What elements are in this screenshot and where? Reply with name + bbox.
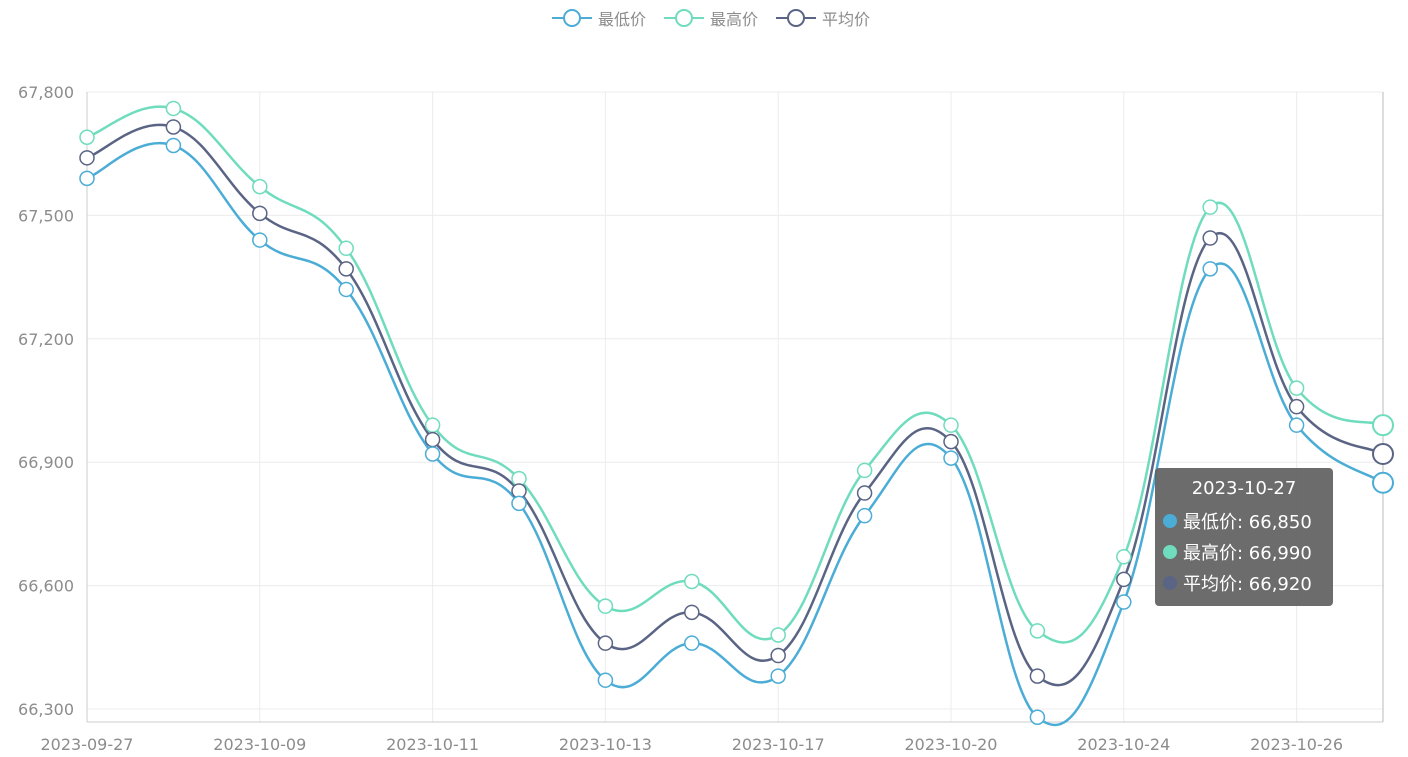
data-point	[165, 119, 182, 135]
data-point	[856, 507, 873, 524]
data-point	[1029, 623, 1046, 639]
data-point	[856, 485, 873, 501]
data-point	[1372, 442, 1394, 465]
tooltip-row-label: 最高价: 66,990	[1183, 542, 1312, 564]
data-point	[165, 137, 182, 154]
legend-low-marker-icon	[552, 9, 592, 27]
tooltip-low-dot-icon	[1163, 513, 1177, 528]
data-point	[79, 170, 95, 187]
data-point	[252, 205, 268, 222]
tooltip-row-label: 平均价: 66,920	[1183, 573, 1312, 595]
data-point	[770, 668, 786, 684]
data-point	[770, 627, 786, 643]
data-point	[165, 100, 182, 117]
chart-tooltip: 2023-10-27 最低价: 66,850 最高价: 66,990 平均价: …	[1155, 468, 1333, 606]
data-point	[1116, 549, 1132, 565]
series-line-0	[86, 142, 1384, 727]
data-point	[338, 240, 354, 257]
data-point	[424, 417, 441, 433]
data-point	[1029, 668, 1046, 684]
data-point	[424, 446, 441, 462]
tooltip-avg-dot-icon	[1163, 575, 1177, 590]
data-point	[1116, 594, 1132, 610]
tooltip-row-avg: 平均价: 66,920	[1163, 567, 1325, 598]
legend-label-low: 最低价	[598, 10, 647, 29]
data-point	[1372, 414, 1394, 437]
y-tick-label: 66,300	[18, 700, 74, 719]
data-point	[79, 150, 95, 166]
y-tick-label: 67,200	[18, 330, 74, 349]
data-point	[338, 261, 354, 277]
data-point	[684, 604, 700, 621]
data-point	[424, 431, 441, 448]
data-point	[252, 178, 268, 195]
y-tick-label: 67,800	[18, 83, 74, 102]
chart-legend: 最低价 最高价 平均价	[552, 6, 870, 30]
data-point	[684, 573, 700, 590]
tooltip-high-dot-icon	[1163, 544, 1177, 559]
legend-item-low[interactable]: 最低价	[552, 6, 646, 30]
data-point	[1202, 261, 1218, 277]
data-point	[597, 635, 614, 651]
data-point	[943, 450, 959, 466]
y-tick-label: 67,500	[18, 206, 74, 225]
data-point	[338, 281, 354, 298]
x-tick-label: 2023-10-24	[1077, 735, 1170, 754]
tooltip-title: 2023-10-27	[1191, 478, 1297, 499]
data-point	[1202, 230, 1218, 246]
legend-item-high[interactable]: 最高价	[664, 6, 758, 30]
tooltip-row-low: 最低价: 66,850	[1163, 505, 1325, 536]
data-point	[856, 462, 873, 479]
x-tick-label: 2023-10-17	[732, 735, 825, 754]
data-point	[252, 232, 268, 248]
tooltip-row-high: 最高价: 66,990	[1163, 536, 1325, 567]
legend-high-marker-icon	[664, 9, 705, 27]
legend-label-high: 最高价	[710, 10, 759, 29]
legend-item-avg[interactable]: 平均价	[776, 6, 870, 30]
data-point	[684, 635, 700, 651]
data-point	[943, 417, 959, 433]
data-point	[1288, 417, 1305, 433]
data-point	[79, 129, 95, 145]
legend-avg-marker-icon	[776, 9, 817, 27]
x-tick-label: 2023-10-09	[213, 735, 306, 754]
x-tick-label: 2023-10-20	[905, 735, 998, 754]
data-point	[943, 433, 959, 450]
y-tick-label: 66,600	[18, 577, 74, 596]
data-point	[1116, 571, 1132, 588]
data-point	[1372, 471, 1394, 494]
data-point	[1029, 709, 1046, 725]
data-point	[597, 598, 614, 614]
legend-label-avg: 平均价	[822, 10, 871, 29]
data-point	[597, 672, 614, 688]
data-point	[1202, 199, 1218, 215]
data-point	[1288, 380, 1305, 396]
tooltip-row-label: 最低价: 66,850	[1183, 511, 1312, 533]
x-tick-label: 2023-10-26	[1250, 735, 1343, 754]
x-tick-label: 2023-09-27	[41, 735, 134, 754]
x-tick-label: 2023-10-13	[559, 735, 652, 754]
data-point	[770, 647, 786, 664]
data-point	[1288, 398, 1305, 415]
x-tick-label: 2023-10-11	[386, 735, 479, 754]
data-point	[511, 495, 527, 512]
y-tick-label: 66,900	[18, 453, 74, 472]
